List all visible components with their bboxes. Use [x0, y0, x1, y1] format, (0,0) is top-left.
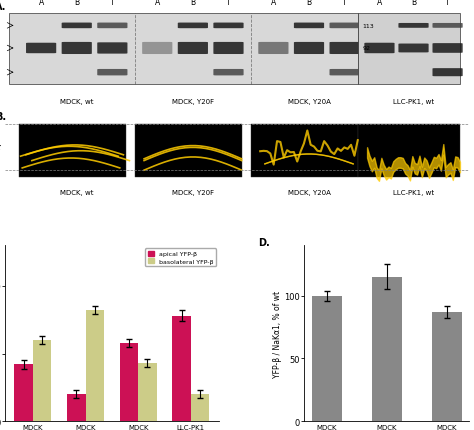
Text: B: B — [411, 0, 416, 7]
FancyBboxPatch shape — [213, 24, 244, 29]
Bar — [15, 365, 33, 421]
FancyBboxPatch shape — [358, 125, 460, 178]
FancyBboxPatch shape — [399, 24, 428, 29]
FancyBboxPatch shape — [432, 44, 463, 54]
Text: LLC-PK1, wt: LLC-PK1, wt — [393, 99, 434, 105]
Text: T: T — [110, 0, 115, 7]
FancyBboxPatch shape — [399, 44, 428, 53]
FancyBboxPatch shape — [213, 43, 244, 55]
Bar — [120, 343, 138, 421]
FancyBboxPatch shape — [97, 43, 128, 55]
FancyBboxPatch shape — [135, 125, 242, 178]
FancyBboxPatch shape — [62, 43, 92, 55]
FancyBboxPatch shape — [97, 24, 128, 29]
FancyBboxPatch shape — [294, 43, 324, 55]
FancyBboxPatch shape — [178, 24, 208, 29]
Bar — [191, 394, 210, 421]
FancyBboxPatch shape — [178, 43, 208, 55]
Text: D.: D. — [258, 237, 270, 247]
FancyBboxPatch shape — [432, 24, 463, 29]
Text: MDCK, wt: MDCK, wt — [60, 190, 93, 196]
FancyBboxPatch shape — [26, 43, 56, 54]
FancyBboxPatch shape — [329, 24, 360, 29]
FancyBboxPatch shape — [294, 24, 324, 29]
FancyBboxPatch shape — [365, 43, 394, 54]
FancyBboxPatch shape — [18, 125, 126, 178]
Text: B: B — [74, 0, 79, 7]
FancyBboxPatch shape — [358, 14, 460, 85]
FancyBboxPatch shape — [251, 125, 358, 178]
Legend: apical YFP-β, basolateral YFP-β: apical YFP-β, basolateral YFP-β — [145, 249, 216, 267]
Text: MDCK, Y20F: MDCK, Y20F — [172, 190, 214, 196]
Text: MDCK, wt: MDCK, wt — [60, 99, 93, 105]
Bar — [432, 312, 462, 421]
Text: A: A — [38, 0, 44, 7]
Text: A: A — [271, 0, 276, 7]
FancyBboxPatch shape — [62, 24, 92, 29]
FancyBboxPatch shape — [213, 70, 244, 76]
FancyBboxPatch shape — [329, 70, 360, 76]
FancyBboxPatch shape — [432, 69, 463, 77]
Text: A.: A. — [0, 2, 7, 12]
Text: 113: 113 — [363, 24, 374, 29]
Text: MDCK, Y20A: MDCK, Y20A — [288, 99, 330, 105]
FancyBboxPatch shape — [142, 43, 173, 55]
Text: B: B — [306, 0, 311, 7]
Bar — [86, 310, 104, 421]
Text: MDCK, Y20A: MDCK, Y20A — [288, 190, 330, 196]
Text: A: A — [155, 0, 160, 7]
Text: B.: B. — [0, 112, 7, 122]
Text: T: T — [226, 0, 231, 7]
Text: T: T — [342, 0, 347, 7]
FancyBboxPatch shape — [329, 43, 360, 55]
Bar — [312, 296, 342, 421]
Text: T: T — [445, 0, 450, 7]
FancyBboxPatch shape — [9, 14, 358, 85]
Bar — [372, 277, 402, 421]
Bar — [173, 316, 191, 421]
Bar — [138, 363, 157, 421]
Bar — [33, 340, 51, 421]
Bar — [67, 394, 86, 421]
Text: LLC-PK1, wt: LLC-PK1, wt — [393, 190, 434, 196]
Text: 92: 92 — [363, 46, 370, 51]
Text: B: B — [190, 0, 195, 7]
FancyBboxPatch shape — [258, 43, 289, 55]
Text: MDCK, Y20F: MDCK, Y20F — [172, 99, 214, 105]
Y-axis label: YFP-β / NaKα1, % of wt: YFP-β / NaKα1, % of wt — [273, 290, 282, 377]
Text: A: A — [377, 0, 382, 7]
FancyBboxPatch shape — [97, 70, 128, 76]
